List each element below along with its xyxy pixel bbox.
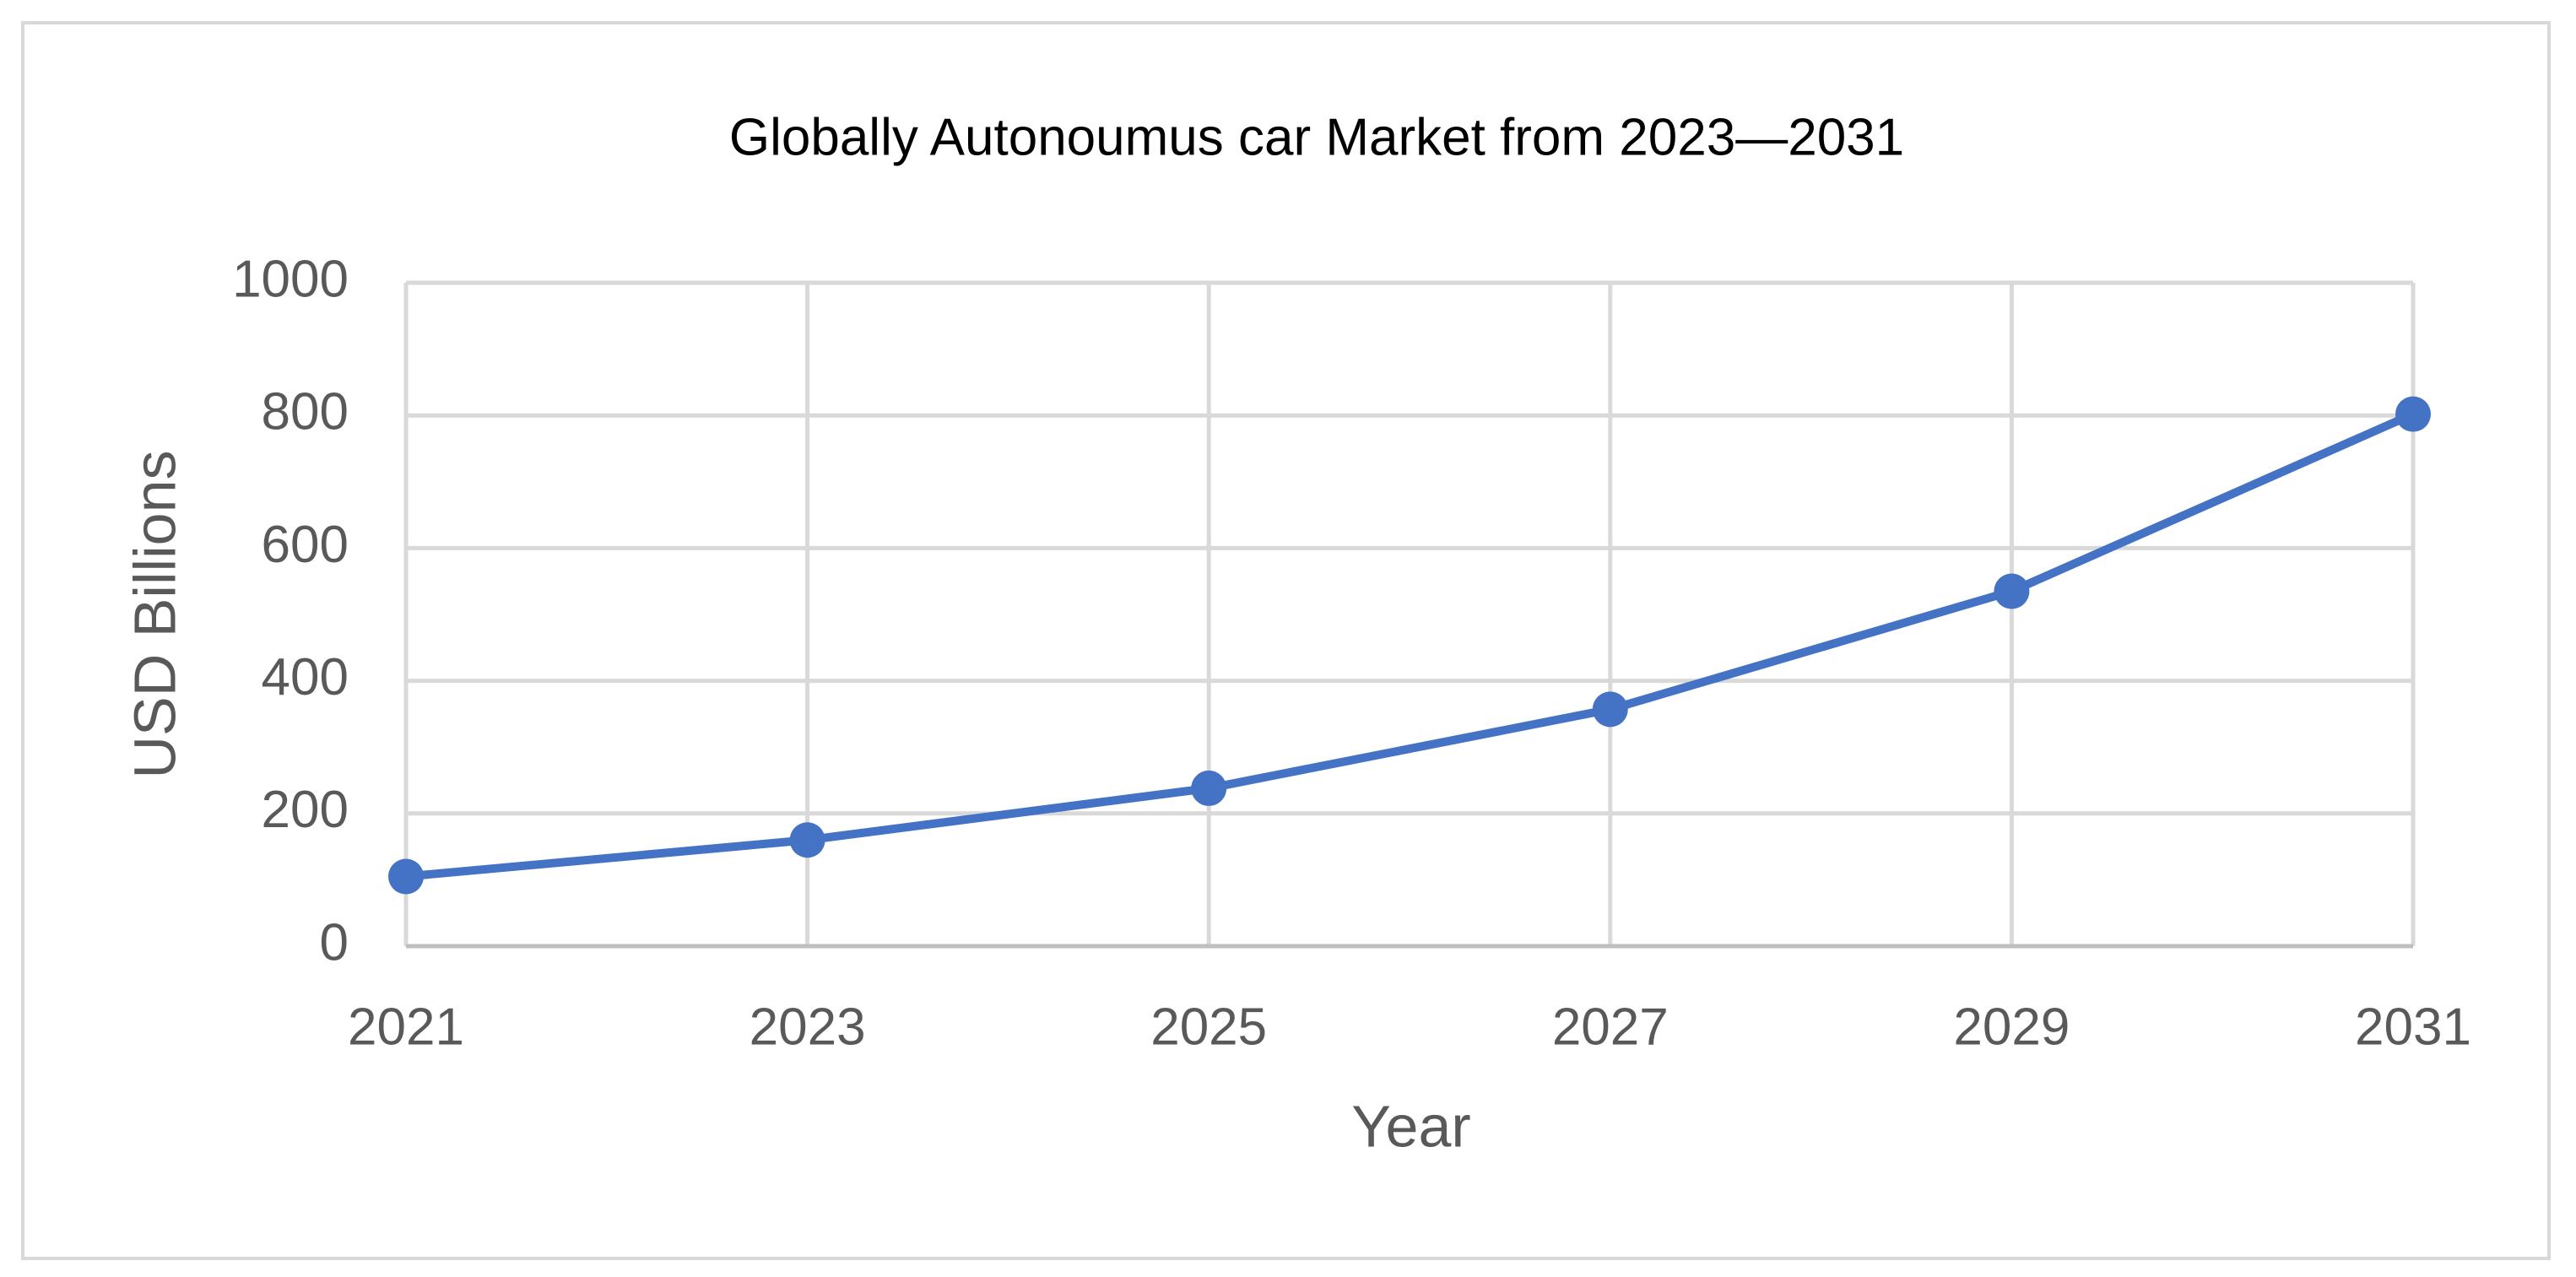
data-point xyxy=(2395,396,2431,432)
y-tick-label: 600 xyxy=(262,516,349,574)
chart-frame xyxy=(21,21,2551,1260)
y-tick-label: 200 xyxy=(262,781,349,839)
series-line xyxy=(405,410,2416,881)
y-tick-label: 800 xyxy=(262,383,349,441)
y-tick-label: 0 xyxy=(320,913,349,971)
x-tick-label: 2027 xyxy=(1552,998,1669,1056)
x-tick-label: 2029 xyxy=(1953,998,2070,1056)
x-tick-label: 2031 xyxy=(2355,998,2471,1056)
x-tick-label: 2021 xyxy=(348,998,464,1056)
data-point xyxy=(1592,691,1628,728)
x-axis-title: Year xyxy=(1351,1093,1470,1159)
x-tick-label: 2023 xyxy=(750,998,866,1056)
data-point xyxy=(789,822,825,858)
data-point xyxy=(1994,573,2030,609)
y-tick-label: 400 xyxy=(262,648,349,706)
y-axis-title: USD Billions xyxy=(122,451,187,779)
chart-title: Globally Autonoumus car Market from 2023… xyxy=(729,108,1904,166)
x-tick-label: 2025 xyxy=(1150,998,1267,1056)
data-point xyxy=(388,858,424,895)
y-tick-label: 1000 xyxy=(232,250,349,308)
data-point xyxy=(1191,770,1227,806)
